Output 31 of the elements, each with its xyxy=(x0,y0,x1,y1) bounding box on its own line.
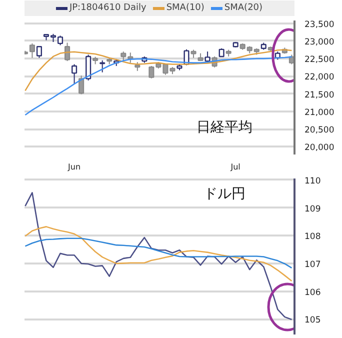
candlestick xyxy=(86,54,92,81)
x-tick-label: Jun xyxy=(67,162,81,172)
line-series xyxy=(24,56,292,116)
y-tick-label: 23,500 xyxy=(304,20,334,30)
candlestick xyxy=(36,46,42,58)
candlestick xyxy=(100,60,106,73)
y-tick-label: 22,000 xyxy=(304,72,334,83)
annotation: 日経平均 xyxy=(196,120,252,136)
legend-title: JP:1804610 Daily xyxy=(69,3,146,13)
y-tick-label: 23,000 xyxy=(304,37,334,48)
y-tick-label: 107 xyxy=(304,260,321,270)
y-tick-label: 110 xyxy=(304,176,321,186)
legend-label: SMA(10) xyxy=(166,3,204,13)
y-tick-label: 108 xyxy=(304,232,321,242)
y-tick-label: 21,000 xyxy=(304,108,334,118)
line-series xyxy=(24,238,292,269)
candlestick xyxy=(184,48,190,66)
y-tick-label: 109 xyxy=(304,204,321,214)
line-series xyxy=(24,226,292,282)
annotation: ドル円 xyxy=(203,186,246,202)
y-tick-label: 105 xyxy=(304,316,321,326)
y-tick-label: 20,000 xyxy=(304,143,334,154)
candlestick xyxy=(29,42,35,58)
candlestick xyxy=(78,75,84,95)
y-tick-label: 22,500 xyxy=(304,55,334,66)
y-tick-label: 106 xyxy=(304,288,321,298)
candlestick xyxy=(72,64,78,84)
legend-label: SMA(20) xyxy=(224,3,263,13)
y-tick-label: 20,500 xyxy=(304,126,334,136)
y-tick-label: 21,500 xyxy=(304,90,334,100)
x-tick-label: Jul xyxy=(230,162,240,172)
